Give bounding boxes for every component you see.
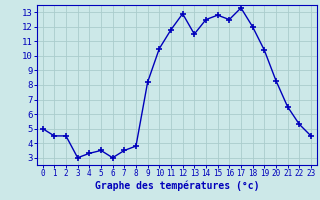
X-axis label: Graphe des températures (°c): Graphe des températures (°c): [94, 181, 259, 191]
